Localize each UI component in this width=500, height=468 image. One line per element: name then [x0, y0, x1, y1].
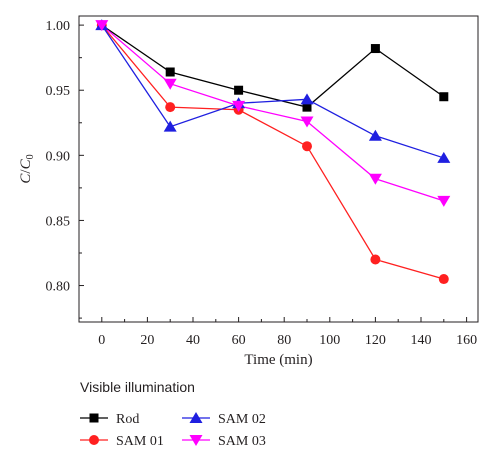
y-tick-label: 0.90	[46, 149, 71, 164]
x-tick-label: 140	[411, 333, 432, 348]
legend-item-sam-01: SAM 01	[80, 434, 164, 449]
data-point-sam-03	[300, 116, 314, 128]
legend-swatch-marker	[189, 435, 203, 446]
plot-frame	[78, 15, 479, 323]
x-tick-label: 120	[365, 333, 386, 348]
data-point-sam-01	[165, 102, 176, 113]
plot-area	[78, 15, 479, 323]
data-point-sam-02	[300, 93, 314, 105]
legend-items: Rod SAM 01 SAM 02 SAM 03	[80, 412, 266, 449]
legend-label: SAM 02	[218, 412, 266, 427]
series-line-sam-03	[101, 24, 445, 202]
legend-label: SAM 03	[218, 434, 266, 449]
x-tick-label: 60	[232, 333, 246, 348]
legend-item-rod: Rod	[80, 412, 139, 427]
series-line-sam-01	[101, 24, 444, 280]
y-axis-title: C/C0	[18, 154, 36, 183]
x-axis-title: Time (min)	[244, 352, 312, 368]
data-point-sam-03	[95, 20, 109, 32]
data-point-rod	[165, 67, 175, 77]
legend-label: Rod	[116, 412, 139, 427]
axis-ticks	[79, 24, 468, 322]
legend-item-sam-02: SAM 02	[182, 412, 266, 427]
data-point-sam-01	[302, 141, 312, 152]
data-point-sam-02	[437, 151, 451, 163]
y-tick-label: 0.85	[46, 214, 71, 229]
legend: Visible illumination Rod SAM 01 SAM 02 SAM …	[80, 379, 266, 449]
x-tick-label: 0	[98, 333, 105, 348]
legend-label: SAM 01	[116, 434, 164, 449]
legend-title: Visible illumination	[80, 379, 195, 395]
data-point-rod	[439, 92, 449, 102]
y-axis-title-c0: C	[18, 158, 34, 169]
x-tick-label: 100	[319, 333, 340, 348]
data-point-sam-03	[232, 100, 246, 112]
y-axis-title-slash: /	[18, 169, 34, 174]
data-point-sam-03	[368, 173, 382, 185]
x-tick-label: 80	[277, 333, 291, 348]
y-tick-label: 1.00	[46, 19, 71, 34]
y-tick-label: 0.80	[46, 280, 71, 295]
data-point-sam-01	[370, 254, 381, 265]
data-point-rod	[234, 85, 244, 95]
y-axis-title-c: C	[18, 173, 34, 184]
y-tick-label: 0.95	[46, 84, 71, 99]
legend-swatch-marker	[89, 413, 99, 423]
data-point-sam-02	[163, 120, 177, 132]
x-tick-labels: 0 20 40 60 80 100 120 140 160	[98, 333, 477, 348]
data-point-rod	[370, 44, 380, 54]
data-point-sam-03	[163, 78, 177, 90]
series-markers	[95, 19, 451, 285]
y-axis-title-subscript: 0	[25, 154, 36, 159]
y-tick-labels: 0.80 0.85 0.90 0.95 1.00	[46, 19, 71, 294]
data-point-sam-01	[438, 274, 449, 285]
data-point-sam-02	[368, 129, 382, 141]
x-tick-label: 40	[186, 333, 200, 348]
x-tick-label: 160	[456, 333, 477, 348]
x-tick-label: 20	[140, 333, 154, 348]
series-lines	[101, 24, 445, 280]
legend-swatch-marker	[189, 412, 203, 423]
series-line-sam-02	[101, 24, 445, 159]
svg-text:C/C0: C/C0	[18, 154, 36, 183]
data-point-rod	[302, 102, 312, 112]
series-line-rod	[101, 24, 445, 108]
data-point-sam-03	[437, 195, 451, 207]
legend-item-sam-03: SAM 03	[182, 434, 266, 449]
legend-swatch-marker	[89, 435, 99, 445]
